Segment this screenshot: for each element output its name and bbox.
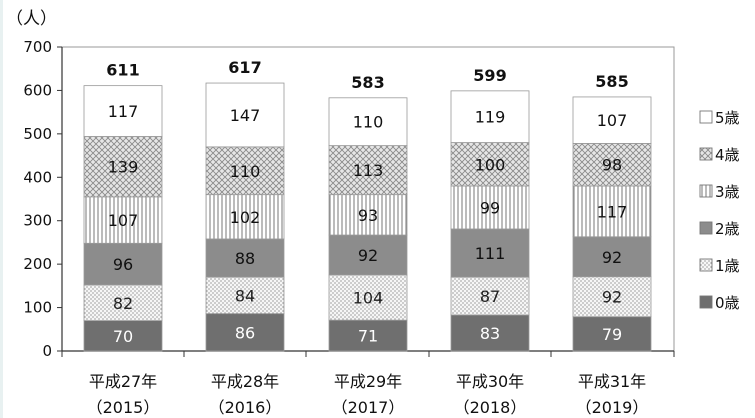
y-tick-label: 600	[23, 81, 52, 99]
data-label: 93	[358, 206, 378, 225]
data-label: 119	[475, 108, 506, 127]
data-label: 92	[358, 246, 378, 265]
y-tick-label: 200	[23, 255, 52, 273]
x-tick-label: 平成30年	[456, 372, 524, 391]
x-tick-sublabel: （2018）	[454, 398, 527, 417]
x-tick-label: 平成29年	[334, 372, 402, 391]
legend-label: 0歳	[715, 294, 740, 312]
data-label: 139	[108, 158, 139, 177]
data-label: 113	[353, 161, 384, 180]
data-label: 83	[480, 324, 500, 343]
data-label: 104	[353, 289, 384, 308]
legend-label: 1歳	[715, 257, 740, 275]
data-label: 82	[113, 294, 133, 313]
y-tick-label: 400	[23, 168, 52, 186]
legend-swatch	[700, 148, 712, 160]
legend-swatch	[700, 111, 712, 123]
data-label: 87	[480, 287, 500, 306]
x-tick-label: 平成31年	[578, 372, 646, 391]
data-label: 70	[113, 327, 133, 346]
data-label: 111	[475, 244, 506, 263]
legend-swatch	[700, 296, 712, 308]
data-label: 102	[230, 208, 261, 227]
y-tick-label: 0	[42, 342, 52, 360]
y-tick-label: 300	[23, 212, 52, 230]
legend-label: 5歳	[715, 109, 740, 127]
data-label: 86	[235, 323, 255, 342]
y-tick-label: 700	[23, 38, 52, 56]
x-tick-sublabel: （2017）	[332, 398, 405, 417]
legend-label: 2歳	[715, 220, 740, 238]
data-label: 92	[602, 248, 622, 267]
data-label: 110	[353, 113, 384, 132]
data-label: 107	[597, 111, 628, 130]
total-label: 599	[473, 66, 506, 85]
total-label: 617	[228, 58, 261, 77]
y-tick-label: 500	[23, 125, 52, 143]
total-label: 583	[351, 73, 384, 92]
data-label: 100	[475, 155, 506, 174]
y-unit-label: （人）	[6, 9, 57, 29]
data-label: 92	[602, 288, 622, 307]
data-label: 147	[230, 106, 261, 125]
legend-swatch	[700, 222, 712, 234]
y-tick-label: 100	[23, 299, 52, 317]
data-label: 96	[113, 255, 133, 274]
data-label: 117	[597, 202, 628, 221]
data-label: 84	[235, 286, 255, 305]
legend-label: 3歳	[715, 183, 740, 201]
legend-swatch	[700, 259, 712, 271]
data-label: 117	[108, 102, 139, 121]
x-tick-sublabel: （2019）	[576, 398, 649, 417]
data-label: 99	[480, 198, 500, 217]
x-tick-sublabel: （2015）	[87, 398, 160, 417]
total-label: 585	[595, 72, 628, 91]
total-label: 611	[106, 61, 139, 80]
legend-swatch	[700, 185, 712, 197]
x-tick-label: 平成27年	[89, 372, 157, 391]
data-label: 79	[602, 325, 622, 344]
data-label: 88	[235, 249, 255, 268]
data-label: 107	[108, 211, 139, 230]
x-tick-sublabel: （2016）	[209, 398, 282, 417]
data-label: 98	[602, 156, 622, 175]
data-label: 110	[230, 162, 261, 181]
legend-label: 4歳	[715, 146, 740, 164]
x-tick-label: 平成28年	[211, 372, 279, 391]
data-label: 71	[358, 327, 378, 346]
